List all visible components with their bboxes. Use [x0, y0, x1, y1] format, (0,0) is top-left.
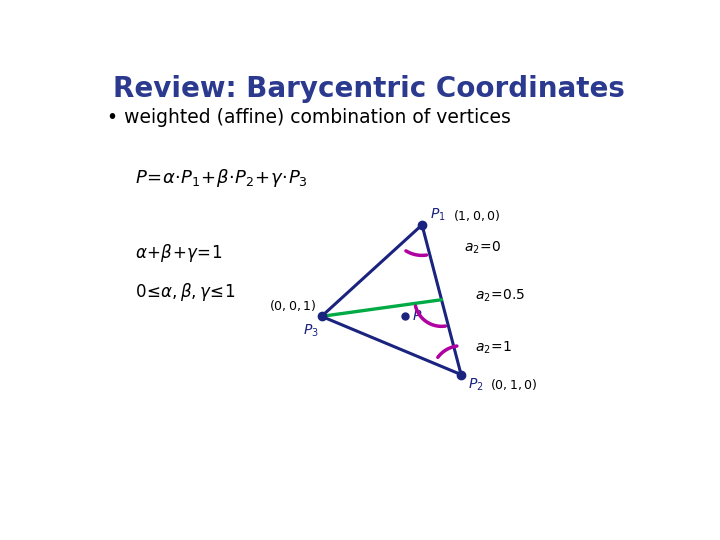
Text: $a_2\!=\!1$: $a_2\!=\!1$: [475, 339, 512, 356]
Text: $0\!\leq\!\alpha,\beta,\gamma\!\leq\!1$: $0\!\leq\!\alpha,\beta,\gamma\!\leq\!1$: [135, 281, 235, 303]
Text: $\alpha\!+\!\beta\!+\!\gamma\!=\!1$: $\alpha\!+\!\beta\!+\!\gamma\!=\!1$: [135, 241, 222, 264]
Text: $a_2\!=\!0$: $a_2\!=\!0$: [464, 240, 501, 256]
Text: $P_3$: $P_3$: [303, 322, 319, 339]
Text: $P\!=\!\alpha\!\cdot\!P_1\!+\!\beta\!\cdot\!P_2\!+\!\gamma\!\cdot\!P_3$: $P\!=\!\alpha\!\cdot\!P_1\!+\!\beta\!\cd…: [135, 167, 307, 188]
Text: $P$: $P$: [412, 308, 423, 322]
Text: $(1,0,0)$: $(1,0,0)$: [453, 208, 500, 223]
Text: • weighted (affine) combination of vertices: • weighted (affine) combination of verti…: [107, 109, 510, 127]
Text: $(0,0,1)$: $(0,0,1)$: [269, 298, 316, 313]
Text: $P_1$: $P_1$: [431, 206, 446, 223]
Text: $P_2$: $P_2$: [468, 377, 483, 393]
Text: $a_2\!=\!0.5$: $a_2\!=\!0.5$: [475, 287, 526, 304]
Text: Review: Barycentric Coordinates: Review: Barycentric Coordinates: [113, 75, 625, 103]
Text: $(0,1,0)$: $(0,1,0)$: [490, 377, 537, 392]
